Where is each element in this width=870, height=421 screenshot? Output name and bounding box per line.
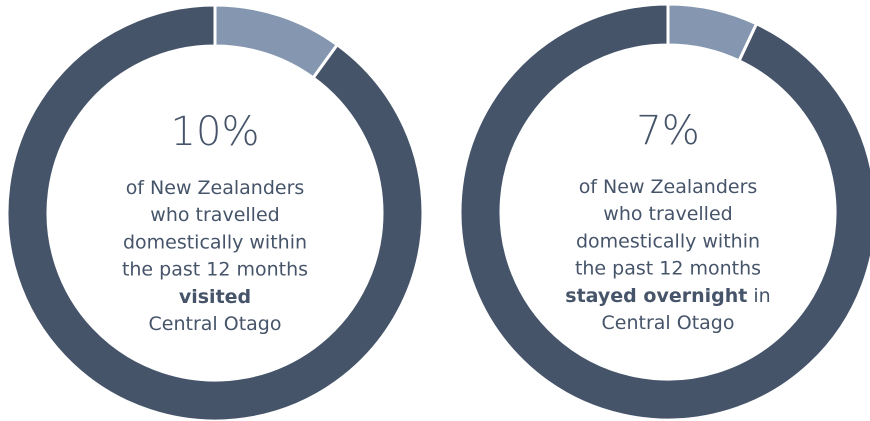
donut-segment xyxy=(458,2,870,421)
description-line: who travelled xyxy=(603,203,732,225)
description-text: of New Zealanders xyxy=(126,177,305,199)
description-line: stayed overnight in xyxy=(565,285,770,307)
description-text: domestically within xyxy=(123,231,307,253)
description-text: who travelled xyxy=(150,204,279,226)
value-label: 7% xyxy=(636,108,699,154)
value-label: 10% xyxy=(171,109,260,155)
description-text: Central Otago xyxy=(149,313,282,335)
description-line: of New Zealanders xyxy=(579,176,758,198)
description-line: domestically within xyxy=(576,230,760,252)
description-line: Central Otago xyxy=(149,313,282,335)
description-line: of New Zealanders xyxy=(126,177,305,199)
description-line: the past 12 months xyxy=(575,258,761,280)
description-line: domestically within xyxy=(123,231,307,253)
donut-segment xyxy=(213,3,340,80)
donut-segment xyxy=(5,3,425,421)
description-text: visited xyxy=(179,286,251,308)
description-text: the past 12 months xyxy=(575,258,761,280)
description-line: who travelled xyxy=(150,204,279,226)
description-line: the past 12 months xyxy=(122,259,308,281)
description-text: of New Zealanders xyxy=(579,176,758,198)
description-text: domestically within xyxy=(576,230,760,252)
description-text: Central Otago xyxy=(602,312,735,334)
description-text: the past 12 months xyxy=(122,259,308,281)
description-line: visited xyxy=(179,286,251,308)
description-text: in xyxy=(747,285,770,307)
description-line: Central Otago xyxy=(602,312,735,334)
description-text: who travelled xyxy=(603,203,732,225)
description-text: stayed overnight xyxy=(565,285,747,307)
